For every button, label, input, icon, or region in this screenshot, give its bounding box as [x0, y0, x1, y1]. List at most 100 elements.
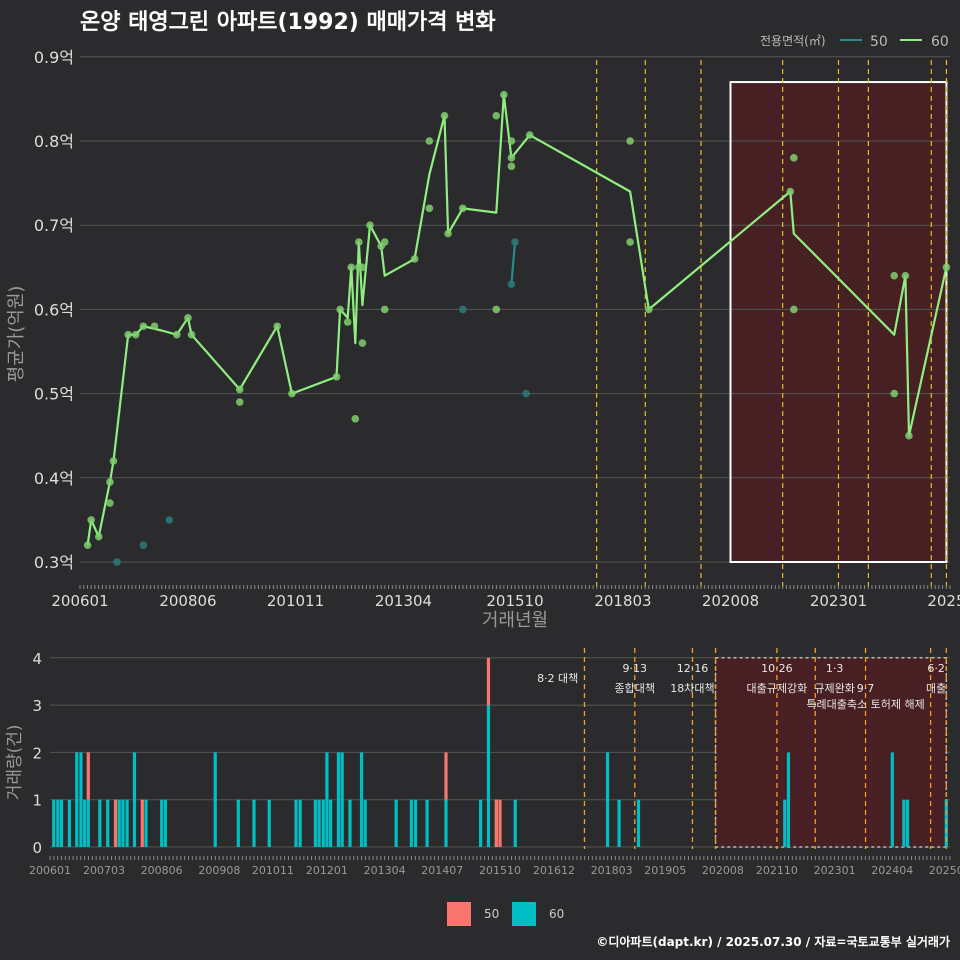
- data-point-60: [150, 322, 159, 331]
- bar-60: [902, 799, 906, 847]
- bar-60: [163, 799, 167, 847]
- x-tick-label: 200601: [51, 592, 108, 610]
- data-point-60: [139, 322, 148, 331]
- bar-50: [113, 799, 118, 847]
- data-point-60: [492, 111, 501, 120]
- x-tick-label: 201510: [486, 592, 543, 610]
- data-point-60: [380, 305, 389, 314]
- bar-60: [636, 799, 641, 847]
- policy-annotation: 1·3: [826, 662, 844, 675]
- policy-annotation: 8·2 대책: [537, 672, 578, 685]
- bar-60: [252, 799, 256, 847]
- x-tick-label: 201011: [252, 864, 294, 877]
- x-tick-label: 200601: [29, 864, 71, 877]
- data-point-60: [901, 271, 910, 280]
- bar-60: [298, 799, 302, 847]
- x-tick-label: 201201: [306, 864, 348, 877]
- data-point-60: [444, 229, 452, 238]
- data-point-60: [94, 532, 103, 541]
- policy-annotation: 대출규제강화: [747, 682, 808, 695]
- data-point-60: [109, 457, 118, 465]
- data-point-60: [358, 263, 367, 272]
- bar-60: [236, 799, 240, 847]
- data-point-60: [410, 255, 419, 263]
- bar-60: [336, 752, 341, 847]
- data-point-60: [890, 271, 899, 280]
- data-point-60: [525, 131, 534, 139]
- x-tick-label: 202008: [702, 592, 759, 610]
- data-point-60: [425, 204, 434, 213]
- policy-annotation: 9·7: [857, 682, 875, 695]
- data-point-60: [507, 154, 516, 162]
- policy-annotation: 종합대책: [615, 682, 655, 695]
- x-tick-label: 201905: [644, 864, 686, 877]
- bar-60: [106, 799, 110, 847]
- bar-60: [444, 799, 448, 847]
- x-tick-label: 201510: [479, 864, 521, 877]
- y-axis-label: 거래량(건): [5, 724, 25, 800]
- data-point-60: [288, 389, 296, 398]
- data-point-60: [440, 111, 449, 120]
- bar-50: [444, 752, 448, 800]
- data-point-60: [380, 238, 389, 246]
- x-tick-label: 200908: [198, 864, 240, 877]
- x-tick-label: 201803: [591, 864, 633, 877]
- x-tick-label: 20250: [929, 864, 960, 877]
- y-tick-label: 0: [32, 839, 42, 857]
- y-tick-label: 0.7억: [34, 216, 74, 235]
- bar-60: [617, 799, 621, 847]
- data-point-60: [347, 263, 356, 272]
- data-point-50: [113, 558, 121, 566]
- legend-title: 전용면적(㎡): [760, 34, 826, 48]
- bar-60: [317, 799, 321, 847]
- x-tick-label: 201803: [594, 592, 651, 610]
- policy-annotation: 9·13: [623, 662, 648, 675]
- data-point-50: [459, 305, 467, 314]
- data-point-60: [184, 314, 192, 322]
- y-tick-label: 0.3억: [34, 553, 74, 572]
- data-point-60: [790, 305, 798, 314]
- bar-60: [313, 799, 317, 847]
- x-tick-label: 202110: [756, 864, 798, 877]
- data-point-60: [942, 263, 951, 272]
- bar-60: [213, 752, 217, 847]
- data-point-60: [890, 389, 899, 398]
- bar-60: [513, 799, 517, 847]
- bar-60: [125, 799, 129, 847]
- policy-annotation: 규제완화: [814, 682, 854, 695]
- bar-50: [140, 799, 144, 847]
- data-point-60: [124, 330, 132, 339]
- policy-annotation: 대출: [926, 682, 946, 695]
- bar-60: [75, 752, 79, 847]
- chart-title: 온양 태영그린 아파트(1992) 매매가격 변화: [80, 10, 496, 35]
- y-tick-label: 1: [32, 792, 42, 810]
- data-point-60: [187, 330, 196, 339]
- policy-annotation: 특례대출축소 토허제 해제: [806, 697, 924, 711]
- bar-60: [144, 799, 148, 847]
- y-tick-label: 0.9억: [34, 48, 74, 67]
- bar-60: [121, 799, 125, 847]
- data-point-60: [131, 330, 140, 339]
- y-tick-label: 4: [32, 650, 42, 668]
- data-point-60: [507, 162, 516, 171]
- bar-60: [325, 752, 329, 847]
- bar-60: [348, 799, 352, 847]
- bar-60: [117, 799, 121, 847]
- x-tick-label: 200806: [141, 864, 183, 877]
- bar-60: [340, 752, 344, 847]
- x-tick-label: 202301: [814, 864, 856, 877]
- bar-50: [498, 799, 502, 847]
- data-point-50: [139, 541, 148, 549]
- bar-60: [321, 799, 325, 847]
- legend-50-swatch: [447, 902, 471, 926]
- y-tick-label: 2: [32, 744, 42, 762]
- x-tick-label: 201304: [364, 864, 406, 877]
- series-line-50: [510, 241, 517, 285]
- data-point-50: [511, 238, 519, 246]
- bar-60: [132, 752, 137, 847]
- data-point-60: [343, 318, 352, 326]
- bar-60: [605, 752, 610, 847]
- bar-60: [786, 752, 791, 847]
- bar-60: [267, 799, 271, 847]
- bar-60: [67, 799, 71, 847]
